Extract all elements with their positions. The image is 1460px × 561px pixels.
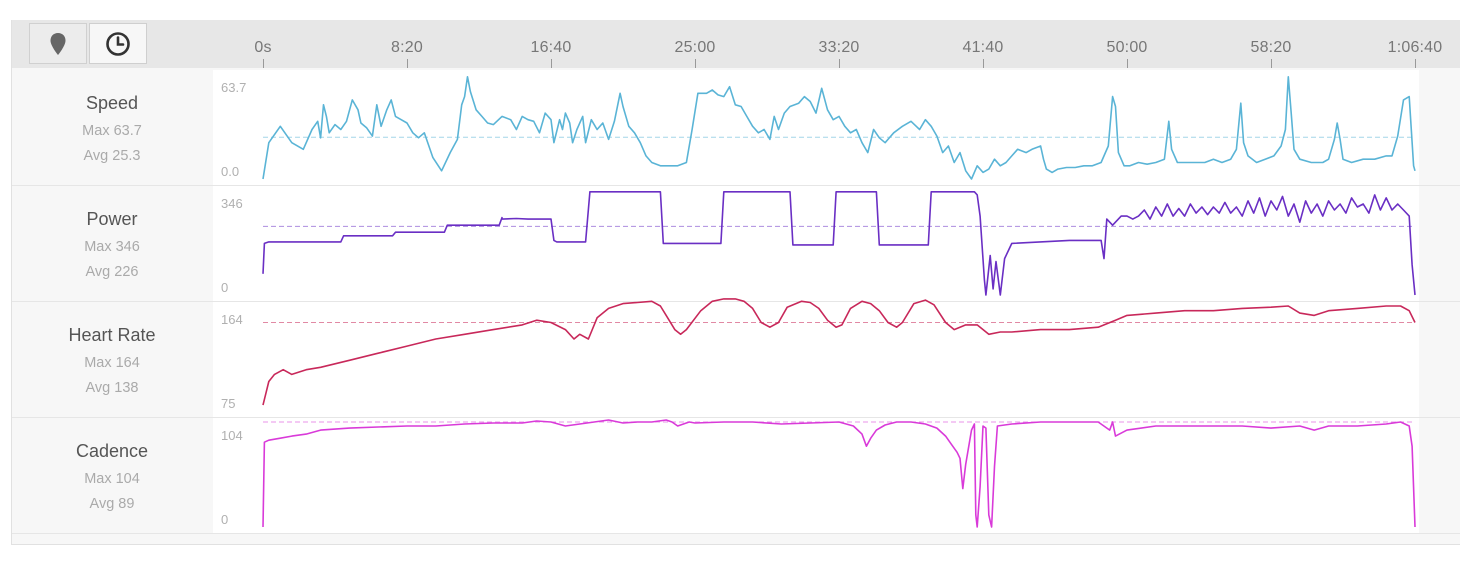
x-tick-mark — [1415, 59, 1416, 68]
y-tick-min-cadence: 0 — [221, 512, 229, 527]
metric-label-cadence: Cadence Max 104 Avg 89 — [12, 418, 212, 533]
metric-max-heart_rate: Max 164 — [84, 355, 140, 371]
plot-area-heart_rate[interactable]: 164 75 — [213, 298, 1419, 417]
metric-row-power: Power Max 346 Avg 226 346 0 — [12, 186, 1460, 302]
x-tick-label: 16:40 — [530, 39, 572, 56]
metric-name-cadence: Cadence — [75, 441, 149, 461]
y-tick-max-cadence: 104 — [221, 428, 243, 443]
series-line-heart_rate — [262, 298, 1416, 406]
map-pin-icon — [50, 32, 66, 55]
metric-avg-heart_rate: Avg 138 — [85, 380, 139, 396]
y-tick-max-power: 346 — [221, 196, 243, 211]
x-tick-mark — [1127, 59, 1128, 68]
plot-area-cadence[interactable]: 104 0 — [213, 418, 1419, 533]
metric-max-cadence: Max 104 — [84, 471, 140, 487]
time-mode-button[interactable] — [89, 23, 147, 64]
x-tick-label: 25:00 — [674, 39, 716, 56]
series-line-speed — [262, 76, 1416, 180]
metric-name-power: Power — [86, 209, 138, 229]
x-tick-label: 41:40 — [962, 39, 1004, 56]
metric-avg-cadence: Avg 89 — [89, 496, 135, 512]
series-line-cadence — [262, 419, 1416, 528]
metric-row-speed: Speed Max 63.7 Avg 25.3 63.7 0.0 — [12, 70, 1460, 186]
x-tick-mark — [695, 59, 696, 68]
metric-name-heart_rate: Heart Rate — [68, 325, 156, 345]
x-tick-label: 58:20 — [1250, 39, 1292, 56]
y-tick-min-heart_rate: 75 — [221, 396, 236, 411]
metric-max-power: Max 346 — [84, 239, 140, 255]
chart-svg-power — [262, 191, 1416, 296]
x-tick-mark — [1271, 59, 1272, 68]
chart-header: 0s 8:20 16:40 25:00 33:20 41:40 50:00 58:20 1:06… — [12, 20, 1460, 68]
plot-area-power[interactable]: 346 0 — [213, 186, 1419, 301]
map-mode-button[interactable] — [29, 23, 87, 64]
x-tick-mark — [263, 59, 264, 68]
activity-chart-panel: 0s 8:20 16:40 25:00 33:20 41:40 50:00 58:20 1:06… — [11, 20, 1460, 545]
y-tick-max-heart_rate: 164 — [221, 312, 243, 327]
x-tick-label: 0s — [254, 39, 272, 56]
metric-avg-power: Avg 226 — [85, 264, 139, 280]
x-tick-label: 1:06:40 — [1387, 39, 1443, 56]
y-tick-min-speed: 0.0 — [221, 164, 240, 179]
x-tick-label: 8:20 — [391, 39, 423, 56]
row-divider — [12, 185, 1460, 186]
metric-label-heart_rate: Heart Rate Max 164 Avg 138 — [12, 302, 212, 417]
row-divider — [12, 301, 1460, 302]
chart-svg-heart_rate — [262, 298, 1416, 406]
clock-icon — [106, 31, 130, 56]
row-divider — [12, 533, 1460, 534]
x-tick-mark — [983, 59, 984, 68]
chart-svg-speed — [262, 76, 1416, 180]
y-tick-max-speed: 63.7 — [221, 80, 247, 95]
chart-svg-cadence — [262, 419, 1416, 528]
metric-name-speed: Speed — [85, 93, 139, 113]
metric-label-power: Power Max 346 Avg 226 — [12, 186, 212, 301]
x-tick-label: 50:00 — [1106, 39, 1148, 56]
y-tick-min-power: 0 — [221, 280, 229, 295]
metric-row-cadence: Cadence Max 104 Avg 89 104 0 — [12, 418, 1460, 534]
x-tick-label: 33:20 — [818, 39, 860, 56]
metric-row-heart_rate: Heart Rate Max 164 Avg 138 164 75 — [12, 298, 1460, 418]
x-tick-mark — [551, 59, 552, 68]
metric-max-speed: Max 63.7 — [82, 123, 142, 139]
metric-avg-speed: Avg 25.3 — [83, 148, 141, 164]
plot-area-speed[interactable]: 63.7 0.0 — [213, 70, 1419, 185]
x-tick-mark — [407, 59, 408, 68]
series-line-power — [262, 191, 1416, 296]
x-tick-mark — [839, 59, 840, 68]
row-divider — [12, 417, 1460, 418]
metric-label-speed: Speed Max 63.7 Avg 25.3 — [12, 70, 212, 185]
